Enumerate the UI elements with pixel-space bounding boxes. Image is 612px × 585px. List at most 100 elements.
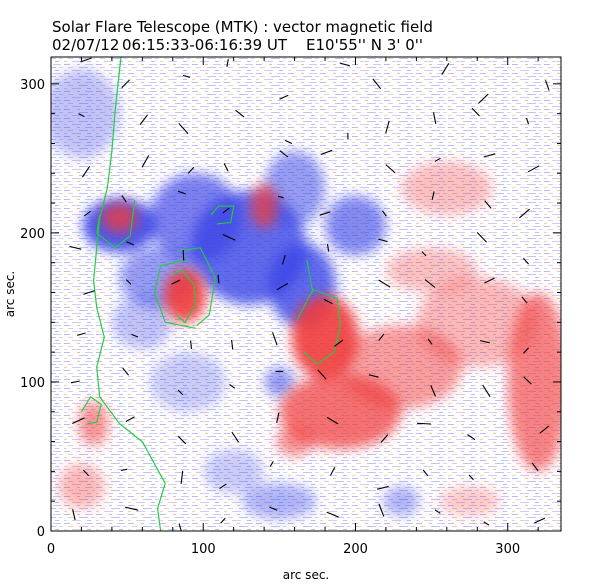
field-vector-52 [171, 279, 181, 285]
field-vector-95 [329, 467, 336, 476]
field-vector-76 [368, 374, 379, 378]
field-vector-6 [372, 78, 382, 90]
field-vector-77 [430, 385, 437, 397]
field-vector-107 [434, 509, 441, 514]
field-vector-47 [421, 251, 427, 257]
field-vector-23 [223, 163, 229, 172]
x-tick-label: 0 [47, 542, 55, 557]
field-vector-88 [467, 434, 476, 441]
field-vector-108 [483, 521, 490, 526]
negative-region-11 [111, 295, 173, 350]
observation-time-range: 06:15:33-06:16:39 UT [122, 36, 288, 54]
field-vector-38 [484, 200, 492, 209]
field-vector-31 [121, 195, 127, 203]
field-vector-68 [479, 340, 490, 344]
negative-region-10 [51, 68, 120, 159]
field-vector-10 [78, 113, 85, 118]
field-contour-6 [80, 396, 102, 425]
field-vector-7 [441, 63, 450, 75]
field-vector-65 [334, 339, 344, 347]
field-vector-100 [72, 509, 76, 521]
negative-region-6 [325, 195, 386, 256]
x-tick-label: 200 [343, 542, 368, 557]
field-vector-84 [276, 412, 280, 424]
figure-title: Solar Flare Telescope (MTK) : vector mag… [52, 18, 433, 36]
field-vector-93 [219, 483, 227, 490]
positive-region-13 [439, 486, 501, 517]
field-vector-30 [83, 210, 92, 217]
field-vector-71 [122, 367, 130, 376]
field-vector-19 [525, 117, 530, 125]
negative-region-9 [382, 486, 420, 517]
field-contour-4 [306, 259, 314, 293]
field-vector-16 [385, 120, 390, 134]
field-vector-86 [380, 434, 389, 443]
positive-region-11 [385, 247, 478, 293]
field-vector-49 [522, 257, 530, 265]
field-vector-2 [182, 74, 191, 78]
limb-contour-line [92, 57, 166, 531]
field-vector-64 [271, 332, 278, 346]
field-vector-61 [131, 333, 139, 338]
field-vector-59 [521, 296, 528, 304]
field-vector-5 [339, 62, 351, 67]
field-vector-97 [422, 469, 429, 477]
field-vector-45 [326, 244, 330, 252]
field-vector-62 [190, 340, 193, 349]
field-vector-26 [385, 164, 396, 174]
field-vector-58 [484, 277, 495, 284]
y-tick-label: 0 [37, 525, 45, 540]
field-vector-99 [531, 462, 539, 472]
field-vector-90 [83, 469, 89, 476]
field-vector-28 [483, 153, 496, 158]
field-vector-82 [177, 435, 187, 445]
field-vector-37 [431, 191, 435, 200]
field-vector-96 [377, 485, 389, 490]
plot-frame [50, 56, 562, 532]
field-vector-70 [70, 380, 80, 384]
positive-region-8 [78, 401, 109, 447]
field-vector-56 [378, 279, 391, 288]
field-vector-24 [279, 150, 289, 158]
field-vector-72 [177, 389, 184, 396]
field-vector-14 [284, 139, 293, 145]
positive-region-3 [250, 183, 278, 229]
field-vector-51 [125, 279, 132, 285]
contour-layer [80, 57, 341, 531]
positive-region-9 [276, 426, 313, 457]
field-vector-46 [378, 238, 388, 243]
field-vector-17 [432, 112, 437, 125]
field-vector-8 [478, 93, 489, 104]
field-vector-85 [326, 416, 339, 425]
field-contour-1 [172, 269, 197, 324]
field-vector-98 [468, 474, 474, 481]
field-vector-63 [231, 339, 234, 350]
plot-area [51, 57, 561, 531]
field-vector-101 [124, 506, 139, 511]
field-vector-43 [222, 233, 236, 241]
negative-region-8 [242, 483, 316, 520]
field-vector-73 [229, 384, 236, 389]
field-vector-35 [319, 211, 331, 216]
field-vector-81 [125, 416, 135, 422]
field-vector-18 [471, 107, 480, 117]
field-vector-89 [539, 425, 550, 434]
field-vector-41 [126, 241, 135, 246]
field-vector-75 [317, 369, 327, 380]
field-vector-67 [427, 338, 433, 345]
negative-region-12 [149, 352, 227, 412]
field-vector-94 [269, 461, 274, 467]
y-axis-label: arc sec. [3, 271, 17, 317]
transverse-field-vectors [69, 57, 550, 531]
field-vector-80 [72, 417, 85, 424]
field-contour-7 [178, 247, 216, 326]
field-vector-32 [177, 190, 186, 195]
field-vector-104 [269, 506, 278, 511]
field-vector-1 [121, 79, 130, 89]
positive-region-2 [101, 203, 138, 233]
field-vector-12 [178, 123, 189, 135]
positive-region-10 [401, 161, 493, 215]
field-vector-4 [279, 94, 289, 100]
field-vector-57 [424, 279, 436, 288]
field-vector-83 [231, 431, 239, 443]
